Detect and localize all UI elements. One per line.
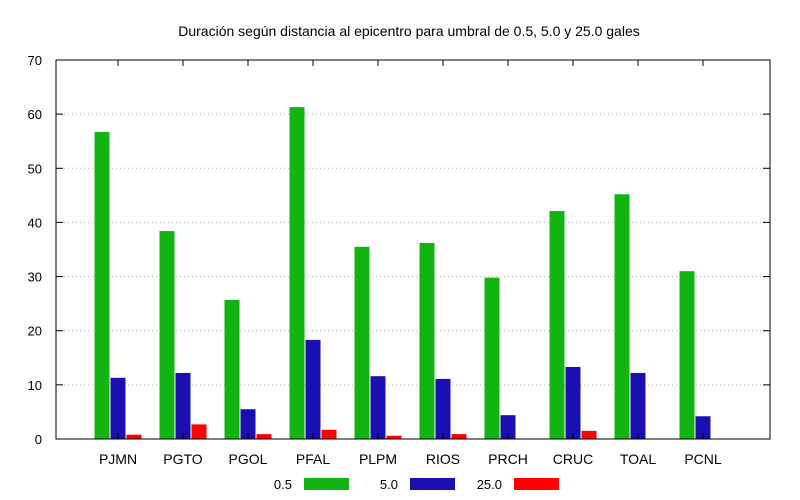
- bar-5.0-TOAL: [630, 372, 646, 439]
- bar-25.0-RIOS: [451, 434, 467, 439]
- bar-0.5-PRCH: [484, 277, 500, 439]
- x-tick-label: CRUC: [553, 451, 593, 467]
- bar-0.5-PGOL: [224, 299, 240, 439]
- y-tick-label: 60: [28, 107, 42, 122]
- x-tick-label: PRCH: [488, 451, 528, 467]
- x-tick-label: PJMN: [99, 451, 137, 467]
- grid: [56, 113, 770, 386]
- bar-5.0-PCNL: [695, 416, 711, 439]
- y-tick-label: 20: [28, 324, 42, 339]
- bars: [94, 107, 711, 440]
- legend-swatch: [304, 478, 349, 490]
- bar-25.0-PLPM: [386, 435, 402, 439]
- bar-5.0-CRUC: [565, 366, 581, 439]
- bar-0.5-PGTO: [159, 231, 175, 439]
- bar-0.5-TOAL: [614, 194, 630, 439]
- bar-5.0-RIOS: [435, 378, 451, 439]
- bar-0.5-PCNL: [679, 271, 695, 439]
- bar-0.5-PFAL: [289, 107, 305, 440]
- x-tick-label: PCNL: [684, 451, 722, 467]
- bar-25.0-PGTO: [191, 424, 207, 439]
- bar-5.0-PFAL: [305, 339, 321, 439]
- y-tick-label: 40: [28, 215, 42, 230]
- legend-label: 25.0: [477, 477, 502, 492]
- bar-5.0-PRCH: [500, 415, 516, 439]
- x-tick-label: TOAL: [620, 451, 657, 467]
- y-tick-label: 30: [28, 270, 42, 285]
- x-axis-labels: PJMN PGTO PGOL PFAL PLPM RIOS PRCH CRUC TOAL PCNL: [99, 60, 722, 467]
- legend-swatch: [410, 478, 455, 490]
- legend: 0.5 5.0 25.0: [274, 477, 559, 492]
- bar-0.5-PJMN: [94, 132, 110, 439]
- bar-25.0-PGOL: [256, 434, 272, 439]
- bar-5.0-PJMN: [110, 377, 126, 439]
- bar-25.0-CRUC: [581, 430, 597, 439]
- bar-5.0-PLPM: [370, 376, 386, 439]
- bar-0.5-PLPM: [354, 246, 370, 439]
- bar-25.0-PFAL: [321, 429, 337, 439]
- bar-0.5-RIOS: [419, 243, 435, 439]
- legend-swatch: [514, 478, 559, 490]
- bar-0.5-CRUC: [549, 211, 565, 439]
- x-tick-label: RIOS: [426, 451, 460, 467]
- y-tick-label: 50: [28, 161, 42, 176]
- x-tick-label: PGOL: [229, 451, 268, 467]
- y-tick-label: 10: [28, 378, 42, 393]
- plot-frame: [55, 59, 771, 440]
- bar-25.0-PJMN: [126, 434, 142, 439]
- x-tick-label: PLPM: [359, 451, 397, 467]
- x-tick-label: PFAL: [296, 451, 330, 467]
- legend-label: 0.5: [274, 477, 292, 492]
- y-axis-ticks: 0 10 20 30 40 50 60 70: [28, 53, 770, 447]
- y-tick-label: 0: [35, 432, 42, 447]
- chart-title: Duración según distancia al epicentro pa…: [178, 23, 640, 39]
- legend-label: 5.0: [380, 477, 398, 492]
- bar-5.0-PGTO: [175, 372, 191, 439]
- x-tick-label: PGTO: [163, 451, 203, 467]
- bar-5.0-PGOL: [240, 409, 256, 439]
- y-tick-label: 70: [28, 53, 42, 68]
